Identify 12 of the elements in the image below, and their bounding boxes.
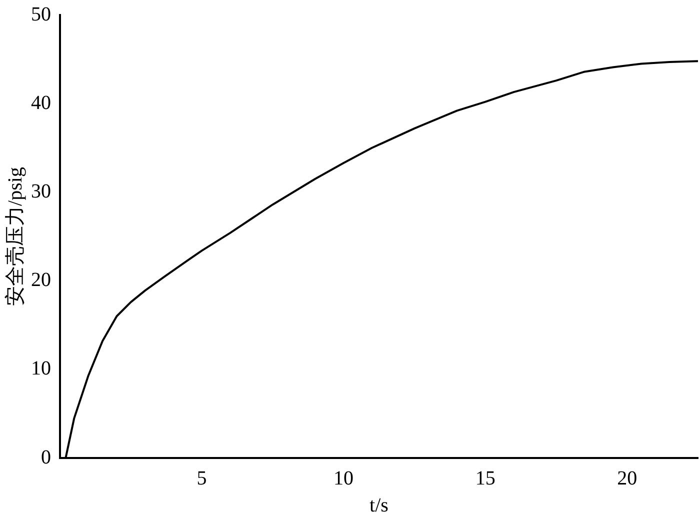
y-tick-label: 50 [31, 3, 51, 26]
y-axis-title: 安全壳压力/psig [4, 167, 26, 306]
y-tick-label: 40 [31, 92, 51, 114]
y-tick-label: 20 [31, 269, 51, 292]
x-tick-label: 15 [475, 467, 496, 490]
y-tick-label: 10 [31, 358, 51, 380]
x-tick-label: 10 [334, 467, 354, 490]
x-tick-label: 5 [196, 467, 207, 490]
y-tick-label: 30 [31, 180, 51, 202]
y-tick-label: 0 [41, 446, 51, 468]
x-tick-label: 20 [617, 467, 638, 490]
x-axis-title: t/s [370, 494, 389, 516]
